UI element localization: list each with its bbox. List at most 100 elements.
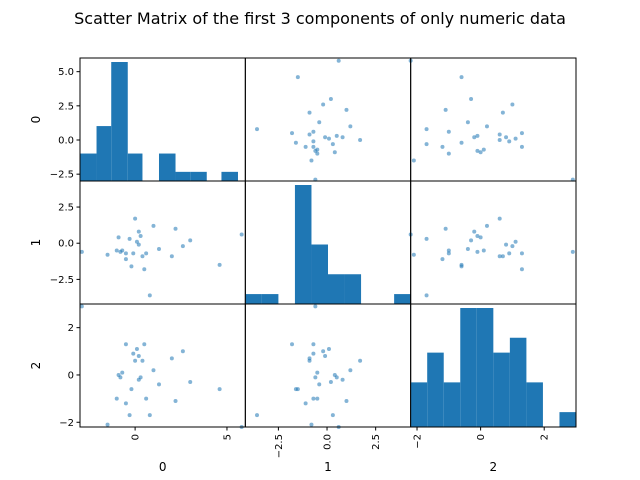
scatter-point [497,216,502,221]
scatter-point [481,248,486,253]
scatter-point [475,148,480,153]
scatter-point [144,251,149,256]
cell-1-1 [244,180,412,305]
scatter-point [309,158,314,163]
scatter-point [136,229,141,234]
scatter-point [151,223,156,228]
scatter-point [504,242,509,247]
scatter-point [500,110,505,115]
cell-frame [79,303,246,428]
scatter-point [134,346,139,351]
scatter-point [510,102,515,107]
scatter-point [133,358,138,363]
x-axis-label: 1 [324,460,332,474]
scatter-point [118,375,123,380]
scatter-point [336,58,341,63]
histogram-bar [443,382,461,427]
cell-1-0: −2.5 0.0 2.5 1 [29,180,246,305]
cell-0-0: −2.5 0.0 2.5 5.0 0 [29,57,246,182]
y-tick-label: 2 [68,323,74,334]
scatter-point [169,356,174,361]
scatter-point [309,422,314,427]
scatter-point [131,351,136,356]
histogram-bar [190,171,207,181]
scatter-point [311,396,316,401]
chart-title: Scatter Matrix of the first 3 components… [74,9,566,28]
scatter-point [311,144,316,149]
scatter-point [519,144,524,149]
histogram-bar [175,171,191,181]
scatter-point [507,139,512,144]
scatter-point [326,136,331,141]
scatter-point [311,351,316,356]
scatter-point [131,251,136,256]
histogram-bar [476,308,494,427]
scatter-point [79,304,84,309]
scatter-point [217,262,222,267]
scatter-point [446,129,451,134]
histogram-bar [311,244,328,304]
scatter-point [497,254,502,259]
y-tick-label: −2.5 [50,170,74,181]
scatter-point [173,398,178,403]
histogram-bar [158,153,176,181]
scatter-point [328,97,333,101]
scatter-point [136,354,141,359]
scatter-point [497,138,502,142]
histogram-bar [127,153,143,181]
scatter-point [313,304,318,309]
scatter-point [424,236,429,241]
scatter-point [519,267,524,272]
x-tick-label: 0 [131,434,142,440]
scatter-point [156,382,161,387]
scatter-point [123,257,128,262]
scatter-point [507,251,512,256]
scatter-point [478,150,483,155]
scatter-point [114,396,119,401]
scatter-point [332,150,337,155]
scatter-point [513,136,518,141]
scatter-point [326,346,331,351]
scatter-point [440,257,445,262]
scatter-point [340,135,345,140]
scatter-point [188,380,193,385]
scatter-point [315,396,320,401]
scatter-point [497,132,502,137]
x-tick-label: −2.5 [274,434,285,458]
scatter-point [307,110,312,115]
scatter-point [123,251,128,256]
histogram-bar [394,294,411,304]
scatter-point [295,387,300,392]
scatter-point [424,142,429,147]
y-tick-label: −2.5 [50,275,74,286]
histogram-bar [328,274,345,304]
y-tick-label: 0 [68,370,74,381]
cell-0-2 [408,57,577,182]
scatter-point [411,252,416,257]
x-tick-label: 2 [540,434,551,440]
scatter-point [133,216,138,221]
histogram-bar [509,337,527,427]
x-tick-label: 2.5 [371,434,382,450]
cell-1-2 [408,180,577,305]
scatter-point [307,132,312,137]
histogram-bar [344,274,362,304]
scatter-point [120,248,125,253]
scatter-point [142,342,147,347]
y-tick-label: −2 [59,418,74,429]
scatter-point [114,248,119,253]
scatter-point [344,107,349,112]
scatter-point [138,233,143,238]
y-tick-label: 0.0 [58,239,74,250]
histogram-bar [80,153,97,181]
histogram-bar [493,352,510,427]
scatter-point [443,226,448,231]
scatter-point [311,139,316,144]
scatter-point [134,239,139,244]
scatter-point [290,131,295,136]
scatter-point [147,293,152,298]
scatter-point [472,229,477,234]
scatter-point [127,236,132,241]
histogram-bar [245,294,262,304]
scatter-point [459,262,464,267]
